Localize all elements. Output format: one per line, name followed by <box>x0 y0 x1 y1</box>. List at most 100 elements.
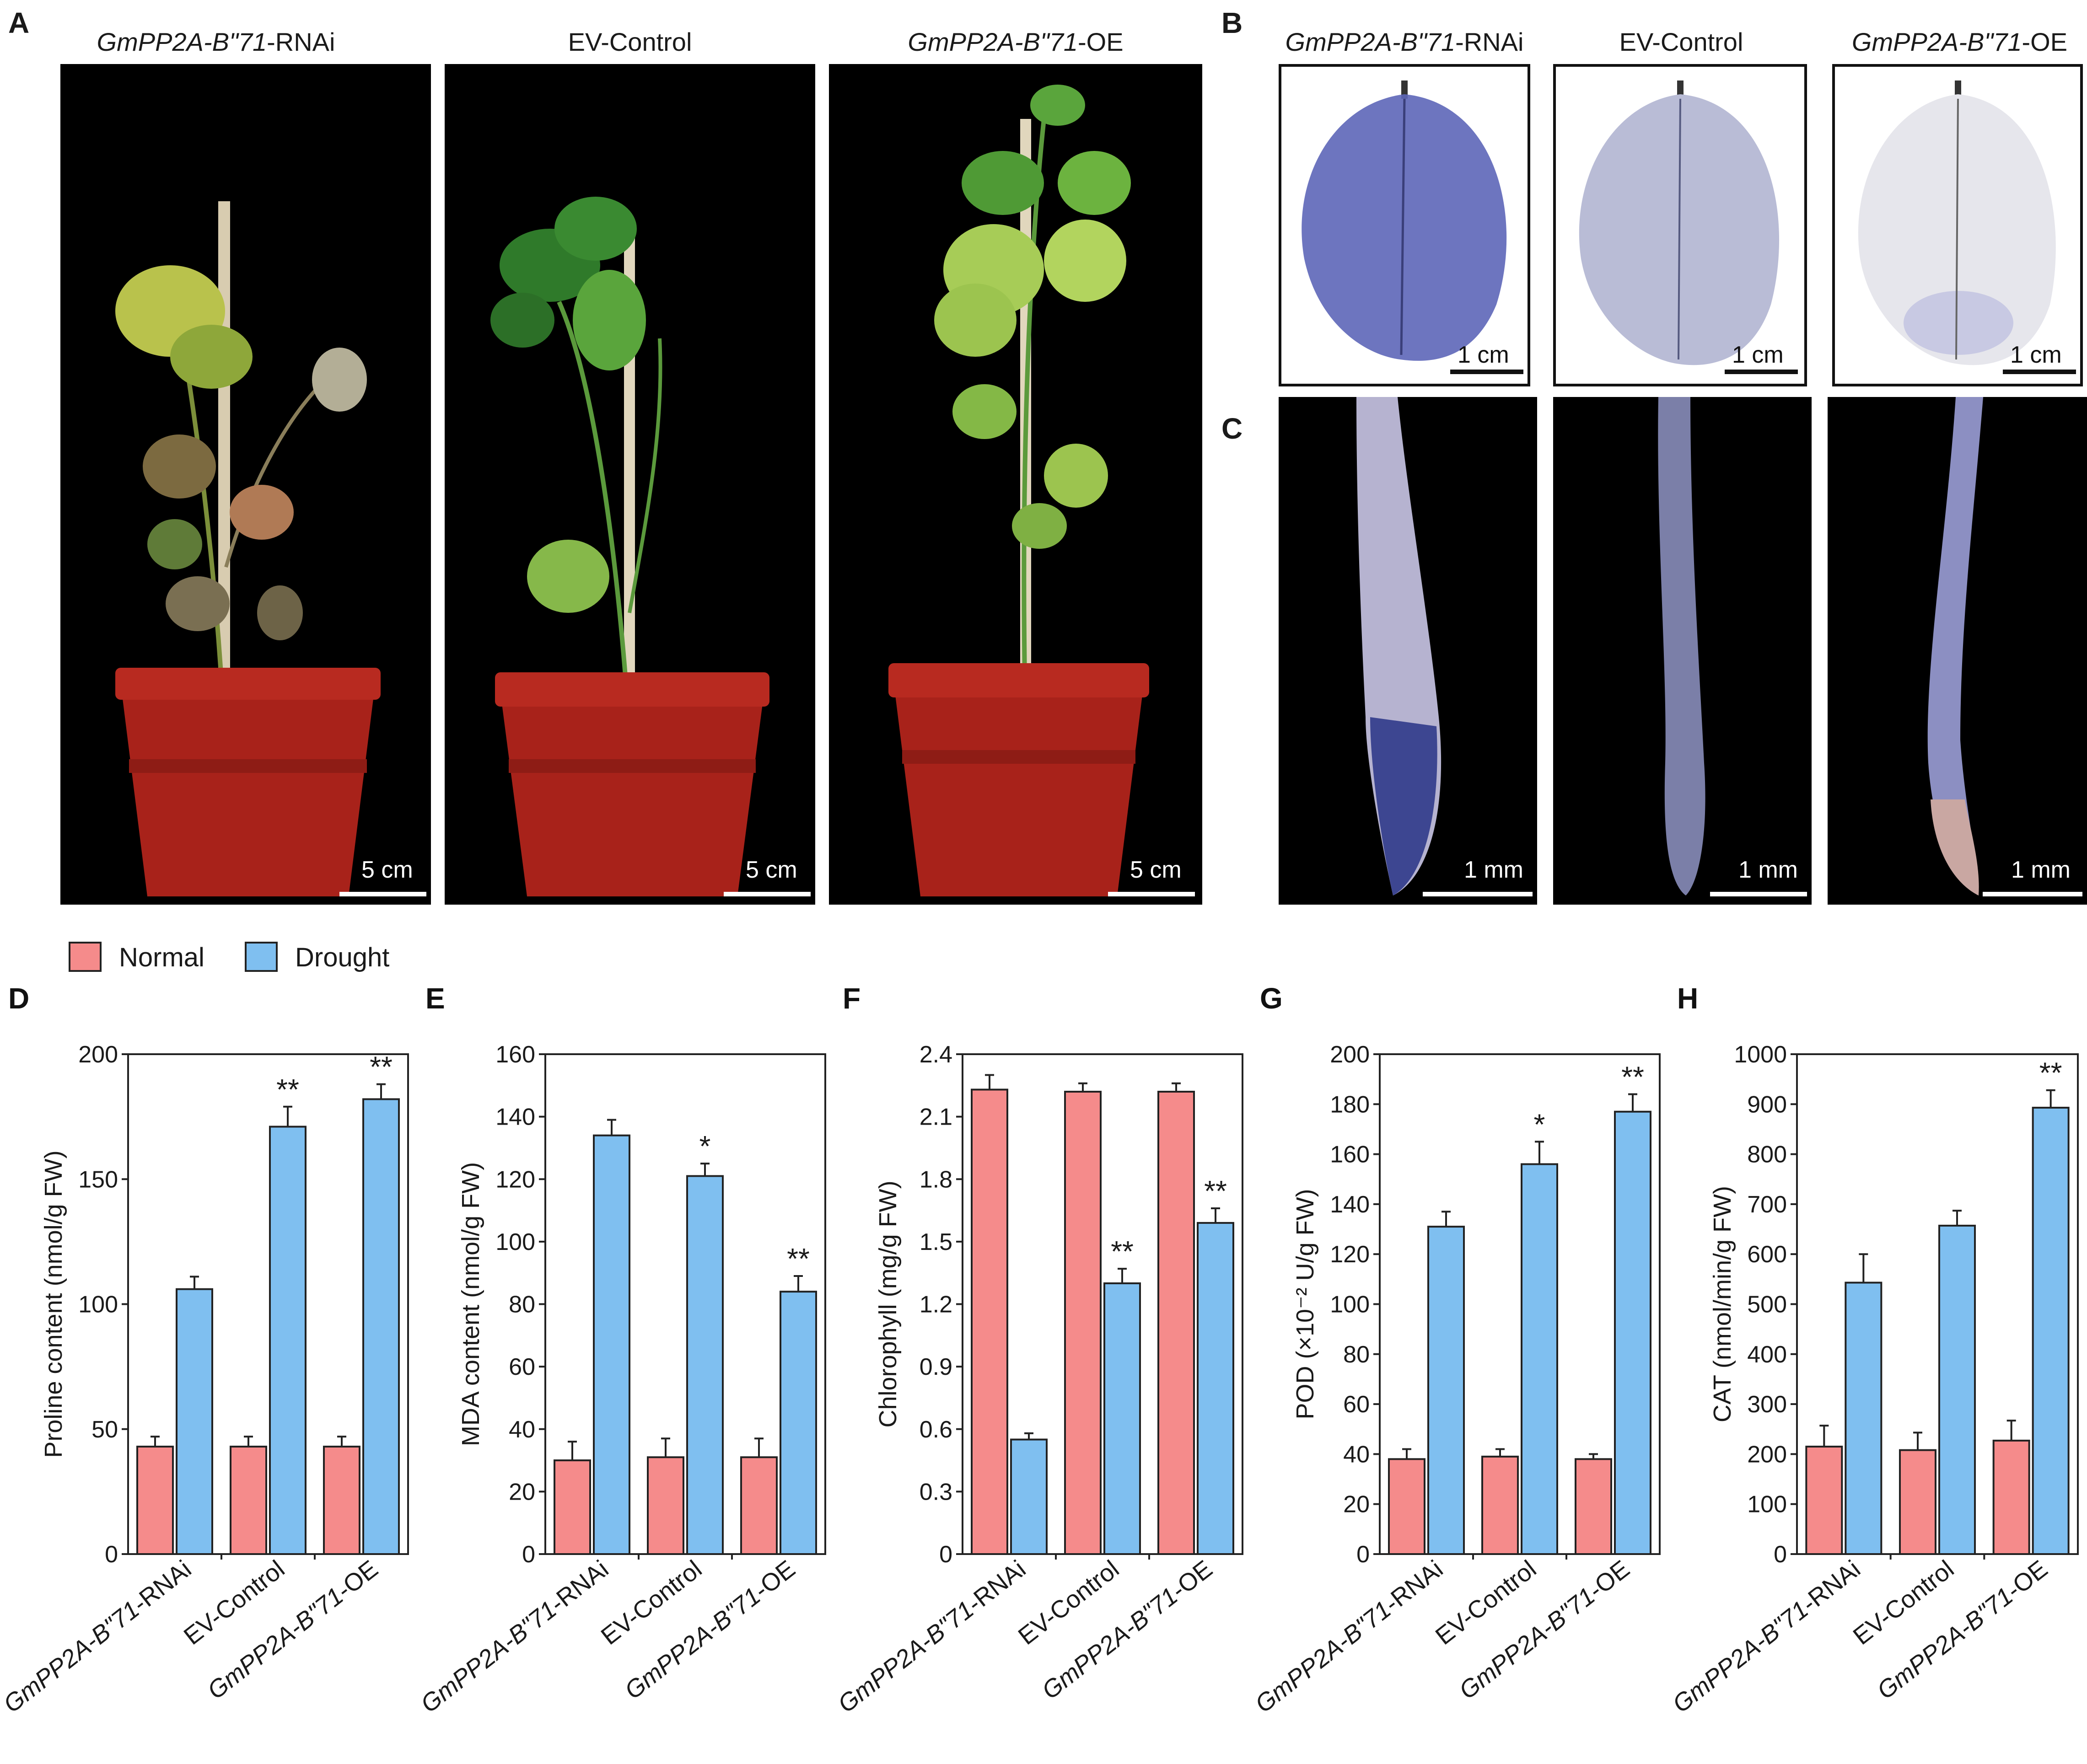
y-axis-label: CAT (nmol/min/g FW) <box>1709 1186 1736 1422</box>
legend-label-drought: Drought <box>295 943 390 972</box>
scale-bar <box>1108 892 1195 896</box>
y-tick-label: 2.1 <box>920 1104 952 1131</box>
y-axis-label: Chlorophyll (mg/g FW) <box>874 1180 902 1427</box>
bar-normal <box>1157 1090 1195 1555</box>
y-tick-label: 180 <box>1330 1091 1370 1118</box>
chart-svg: F 0 0.3 0.6 0.9 1.2 1.5 1.8 2.1 2.4 Chlorophyll (m… <box>833 982 1243 1718</box>
y-tick-label: 0.6 <box>920 1416 952 1443</box>
y-tick-label: 900 <box>1747 1091 1787 1118</box>
bar-drought <box>1197 1222 1234 1555</box>
y-tick-label: 200 <box>1330 1041 1370 1068</box>
y-tick-label: 0 <box>105 1541 118 1568</box>
significance-marker: ** <box>370 1051 393 1083</box>
bar-normal <box>230 1446 267 1555</box>
y-tick-label: 80 <box>509 1292 535 1318</box>
root-photo-oe <box>1828 397 2087 905</box>
x-tick-label: GmPP2A-B"71-RNAi <box>416 1555 614 1718</box>
bar-drought <box>362 1098 400 1555</box>
y-tick-label: 100 <box>1330 1292 1370 1318</box>
x-tick-label: GmPP2A-B"71-RNAi <box>1250 1555 1448 1718</box>
y-tick-label: 1.5 <box>920 1229 952 1255</box>
scale-bar <box>1450 370 1523 374</box>
bar-normal <box>647 1456 684 1555</box>
bar-drought <box>1521 1163 1558 1555</box>
bar-normal <box>1388 1458 1425 1555</box>
scale-bar-label: 5 cm <box>361 857 413 883</box>
bar-drought <box>269 1126 307 1555</box>
bar-normal <box>971 1088 1008 1555</box>
y-axis-label: MDA content (nmol/g FW) <box>457 1162 484 1446</box>
legend-label-normal: Normal <box>119 943 204 972</box>
panel-b-title-control: EV-Control <box>1619 27 1743 56</box>
y-tick-label: 160 <box>495 1041 535 1068</box>
y-tick-label: 0 <box>522 1541 535 1568</box>
y-tick-label: 1.8 <box>920 1166 952 1193</box>
stained-root-illustration <box>1658 397 1705 895</box>
y-tick-label: 700 <box>1747 1191 1787 1218</box>
scale-bar <box>724 892 811 896</box>
y-tick-label: 40 <box>1343 1441 1370 1468</box>
bar-drought <box>1103 1282 1141 1555</box>
x-tick-label: GmPP2A-B"71-OE <box>1454 1555 1635 1705</box>
y-tick-label: 600 <box>1747 1241 1787 1268</box>
bar-drought <box>1938 1224 1976 1555</box>
x-tick-label: GmPP2A-B"71-OE <box>619 1555 800 1705</box>
bar-normal <box>1805 1446 1843 1555</box>
y-tick-label: 80 <box>1343 1341 1370 1368</box>
scale-bar <box>1983 892 2082 896</box>
y-tick-label: 200 <box>78 1041 118 1068</box>
y-tick-label: 120 <box>1330 1241 1370 1268</box>
scale-bar-label: 1 cm <box>1458 342 1509 368</box>
bar-normal <box>136 1446 174 1555</box>
chart-svg: E 0 20 40 60 80 100 120 140 160 MDA content (nmol/… <box>416 982 826 1718</box>
panel-b-title-rnai: GmPP2A-B"71-RNAi <box>1285 27 1524 56</box>
panel-letter-h: H <box>1677 982 1698 1015</box>
scale-bar <box>1725 370 1798 374</box>
significance-marker: * <box>1534 1108 1545 1141</box>
x-tick-label: GmPP2A-B"71-OE <box>1872 1555 2053 1705</box>
scale-bar-label: 1 cm <box>1732 342 1784 368</box>
bar-drought <box>2032 1106 2070 1555</box>
significance-marker: ** <box>1621 1060 1644 1093</box>
root-photo-rnai <box>1279 397 1537 905</box>
chart-cat: H 0 100 200 300 400 500 600 700 800 900 1000 CAT (nm… <box>1667 974 2087 1764</box>
y-tick-label: 40 <box>509 1416 535 1443</box>
x-tick-label: GmPP2A-B"71-OE <box>1037 1555 1217 1705</box>
y-tick-label: 400 <box>1747 1341 1787 1368</box>
chart-svg: D 0 50 100 150 200 Proline content (nmol/g FW)… <box>0 982 409 1718</box>
bar-normal <box>1064 1090 1102 1555</box>
x-tick-label: GmPP2A-B"71-RNAi <box>0 1555 196 1718</box>
scale-bar <box>2003 370 2076 374</box>
panel-a-title-rnai: GmPP2A-B"71-RNAi <box>97 27 335 56</box>
scale-bar-label: 5 cm <box>1130 857 1182 883</box>
y-tick-label: 20 <box>509 1479 535 1505</box>
y-tick-label: 140 <box>495 1104 535 1131</box>
scale-bar-label: 1 mm <box>2011 857 2071 883</box>
significance-marker: ** <box>1111 1235 1134 1268</box>
x-tick-label: GmPP2A-B"71-OE <box>202 1555 383 1705</box>
chart-chlorophyll: F 0 0.3 0.6 0.9 1.2 1.5 1.8 2.1 2.4 Chlorophyll (m… <box>833 974 1252 1764</box>
plant-illustration <box>490 197 769 896</box>
stained-leaf-illustration <box>1858 80 2056 365</box>
scale-bar-label: 5 cm <box>746 857 797 883</box>
chart-mda: E 0 20 40 60 80 100 120 140 160 MDA content (nmol/… <box>416 974 834 1764</box>
x-tick-label: GmPP2A-B"71-RNAi <box>1667 1555 1866 1718</box>
y-tick-label: 60 <box>1343 1391 1370 1418</box>
leaf-photo-rnai <box>1279 64 1530 386</box>
y-tick-label: 0 <box>1356 1541 1370 1568</box>
significance-marker: ** <box>2039 1056 2062 1089</box>
y-tick-label: 60 <box>509 1354 535 1380</box>
y-axis-label: Proline content (nmol/g FW) <box>40 1150 67 1458</box>
y-tick-label: 150 <box>78 1166 118 1193</box>
stained-root-illustration <box>1927 397 1983 895</box>
bar-drought <box>176 1288 213 1555</box>
scale-bar <box>339 892 426 896</box>
panel-letter-a: A <box>8 6 30 39</box>
plant-illustration <box>888 85 1149 896</box>
panel-letter-b: B <box>1221 6 1243 39</box>
y-tick-label: 0.9 <box>920 1354 952 1380</box>
y-tick-label: 140 <box>1330 1191 1370 1218</box>
y-tick-label: 100 <box>1747 1491 1787 1518</box>
leaf-photo-oe <box>1832 64 2083 386</box>
